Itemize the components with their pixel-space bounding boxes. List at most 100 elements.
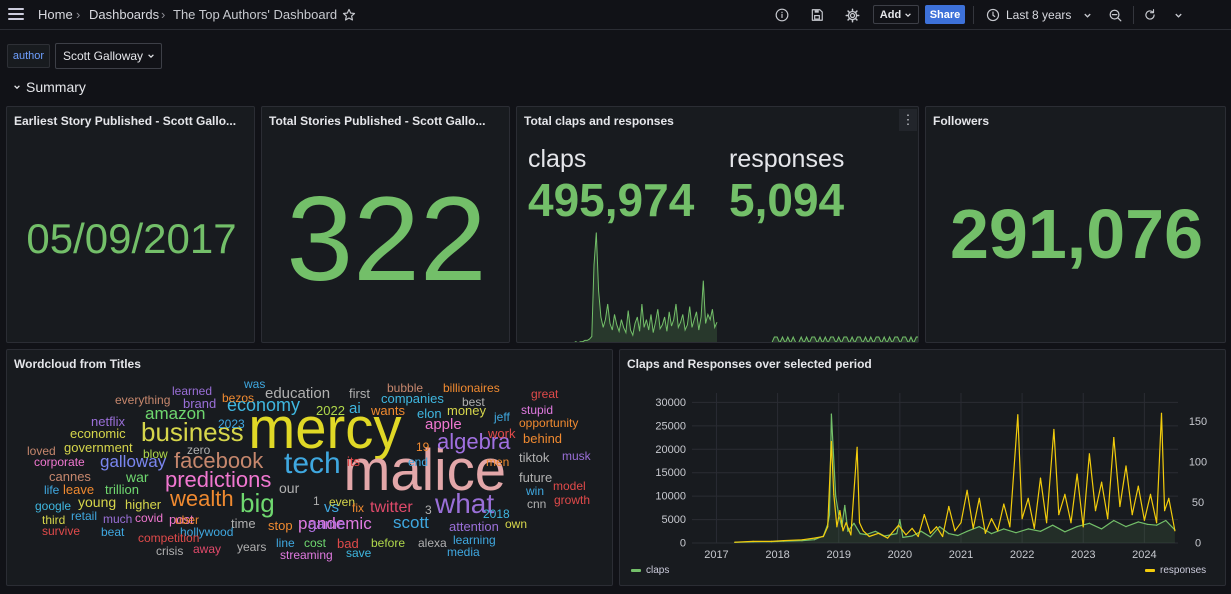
- data-point-responses: [1033, 527, 1035, 529]
- y-right-tick-label: 150: [1189, 416, 1207, 428]
- wordcloud-word: billionaires: [443, 381, 500, 395]
- legend-item-claps[interactable]: claps: [631, 565, 669, 576]
- series-area-claps: [734, 414, 1175, 543]
- time-range-picker[interactable]: Last 8 years: [986, 5, 1092, 25]
- data-point-responses: [1064, 493, 1066, 495]
- data-point-claps: [1076, 526, 1078, 528]
- wordcloud-word: galloway: [100, 452, 167, 471]
- save-icon[interactable]: [807, 5, 827, 25]
- y-left-tick-label: 5000: [662, 514, 686, 526]
- wordcloud-word: hollywood: [180, 525, 234, 539]
- data-point-claps: [990, 533, 993, 535]
- x-tick-label: 2020: [888, 549, 912, 561]
- data-point-responses: [990, 518, 993, 520]
- x-tick-label: 2017: [704, 549, 728, 561]
- data-point-claps: [902, 536, 904, 538]
- data-point-claps: [1137, 521, 1139, 523]
- wordcloud-word: war: [126, 469, 149, 485]
- add-button-label: Add: [879, 8, 902, 21]
- wordcloud-word: 1: [313, 494, 320, 508]
- data-point-claps: [830, 413, 832, 415]
- wordcloud-word: 2022: [316, 403, 345, 418]
- wordcloud-word: away: [193, 542, 222, 556]
- wordcloud-word: streaming: [280, 548, 333, 562]
- wordcloud-word: model: [553, 479, 586, 493]
- data-point-claps: [920, 530, 922, 532]
- data-point-claps: [874, 530, 876, 532]
- share-button[interactable]: Share: [925, 5, 965, 24]
- wordcloud-word: covid: [135, 511, 164, 525]
- wordcloud-word: own: [505, 517, 528, 531]
- x-tick-label: 2019: [826, 549, 850, 561]
- wordcloud-word: corporate: [34, 455, 85, 469]
- data-point-claps: [1039, 530, 1042, 532]
- wordcloud-word: post: [169, 512, 194, 527]
- panel-title[interactable]: Followers: [933, 114, 990, 128]
- star-icon[interactable]: [339, 5, 359, 25]
- data-point-responses: [1131, 514, 1133, 516]
- wordcloud-word: was: [244, 377, 266, 391]
- panel-title[interactable]: Total Stories Published - Scott Gallo...: [269, 114, 486, 128]
- data-point-claps: [899, 519, 901, 521]
- panel-title[interactable]: Earliest Story Published - Scott Gallo..…: [14, 114, 237, 128]
- wordcloud-word: retail: [71, 509, 98, 523]
- wordcloud-word: even: [329, 495, 356, 509]
- chevron-down-icon: [148, 54, 154, 59]
- data-point-responses: [839, 510, 841, 512]
- data-point-responses: [948, 505, 950, 508]
- wordcloud-word: growth: [554, 493, 591, 507]
- wordcloud-word: apple: [425, 416, 462, 433]
- wordcloud-word: 2018: [483, 507, 510, 521]
- series-line-claps: [734, 413, 1176, 543]
- data-point-responses: [833, 493, 835, 495]
- legend-item-responses[interactable]: responses: [1145, 565, 1206, 576]
- wordcloud-word: 2023: [218, 417, 245, 431]
- wordcloud-word: beat: [101, 525, 125, 539]
- wordcloud-word: education: [265, 385, 331, 402]
- wordcloud-word: government: [64, 440, 133, 455]
- y-left-tick-label: 15000: [655, 467, 686, 479]
- breadcrumb-home[interactable]: Home: [38, 7, 73, 22]
- data-point-responses: [1174, 530, 1176, 532]
- data-point-claps: [828, 514, 831, 516]
- author-select[interactable]: Scott Galloway: [55, 43, 162, 69]
- data-point-responses: [752, 540, 754, 542]
- panel-title[interactable]: Wordcloud from Titles: [14, 357, 141, 371]
- data-point-claps: [911, 535, 913, 537]
- info-icon[interactable]: [772, 5, 792, 25]
- refresh-interval-dropdown[interactable]: [1168, 5, 1188, 25]
- data-point-responses: [1003, 503, 1005, 505]
- wordcloud-word: years: [237, 540, 267, 554]
- refresh-icon[interactable]: [1140, 5, 1160, 25]
- wordcloud-word: win: [526, 484, 545, 498]
- gear-icon[interactable]: [842, 5, 862, 25]
- data-point-responses: [801, 539, 803, 541]
- panel-title[interactable]: Total claps and responses: [524, 114, 674, 128]
- panel-menu-icon[interactable]: ⋮: [899, 109, 917, 131]
- timeseries-chart: 0 5000 10000 15000 20000 25000 30000 0 50 100 150 2…: [655, 393, 1207, 561]
- wordcloud-word: great: [531, 387, 559, 401]
- breadcrumb-dashboards[interactable]: Dashboards: [89, 7, 160, 22]
- stat-value: 291,076: [949, 195, 1204, 273]
- y-left-tick-label: 30000: [655, 397, 686, 409]
- wordcloud-word: wealth: [170, 486, 234, 511]
- panel-title[interactable]: Claps and Responses over selected period: [627, 357, 872, 371]
- row-summary[interactable]: Summary: [13, 79, 86, 95]
- data-point-responses: [1082, 526, 1084, 528]
- chevron-down-icon: [14, 85, 20, 90]
- responses-sparkline-line: [771, 335, 918, 342]
- wordcloud-word: trillion: [105, 482, 139, 497]
- zoom-out-icon[interactable]: [1105, 5, 1125, 25]
- wordcloud-word: fix: [352, 501, 364, 515]
- data-point-responses: [877, 532, 880, 534]
- data-point-responses: [997, 530, 999, 532]
- add-button[interactable]: Add: [873, 5, 919, 24]
- menu-icon[interactable]: [8, 8, 24, 21]
- wordcloud-word: future: [519, 470, 553, 485]
- data-point-responses: [1070, 522, 1072, 524]
- panel-wordcloud: Wordcloud from Titles mercy malice busines…: [6, 349, 613, 586]
- wordcloud-word: musk: [562, 449, 591, 463]
- wordcloud-word: scott: [393, 513, 429, 532]
- divider: [1133, 6, 1134, 24]
- wordcloud-word: twitter: [370, 499, 413, 516]
